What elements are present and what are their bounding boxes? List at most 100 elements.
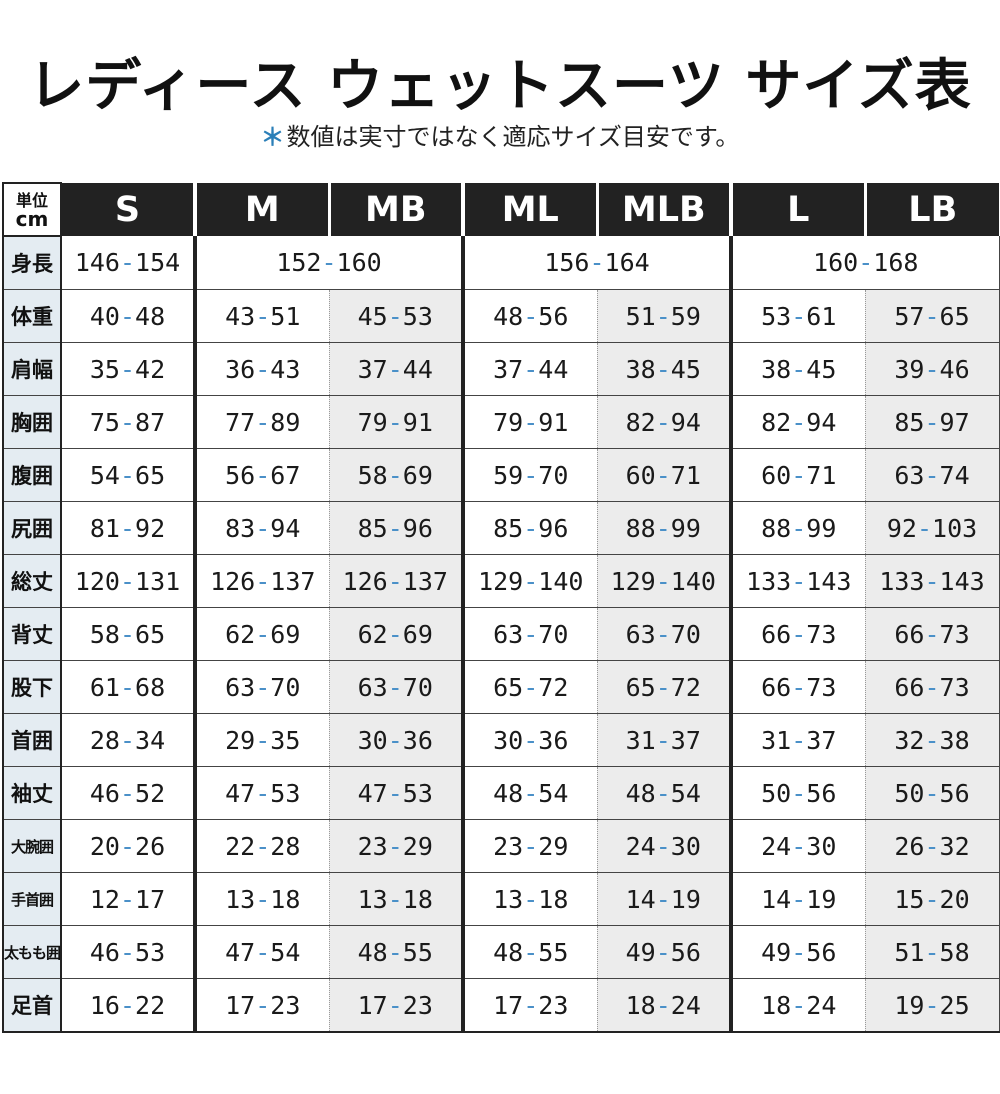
cell-lb: 39-46	[864, 342, 1000, 396]
row-label: 尻囲	[1, 501, 63, 555]
table-row: 総丈 120-131 126-137 126-137 129-140 129-140 133…	[1, 554, 1000, 608]
cell-mb: 63-70	[328, 660, 464, 714]
row-label: 総丈	[1, 554, 63, 608]
size-header-s: S	[61, 183, 196, 236]
cell-l: 82-94	[729, 395, 866, 449]
cell-s: 16-22	[61, 978, 196, 1033]
cell-s: 20-26	[61, 819, 196, 873]
cell-ml: 48-54	[461, 766, 598, 820]
cell-l: 14-19	[729, 872, 866, 926]
cell-m: 63-70	[193, 660, 330, 714]
table-row: 尻囲 81-92 83-94 85-96 85-96 88-99 88-99 92-103	[1, 501, 1000, 555]
cell-s: 58-65	[61, 607, 196, 661]
cell-s: 46-53	[61, 925, 196, 979]
cell-ml: 30-36	[461, 713, 598, 767]
table-row: 腹囲 54-65 56-67 58-69 59-70 60-71 60-71 63-74	[1, 448, 1000, 502]
cell-m: 43-51	[193, 289, 330, 343]
cell-ml: 65-72	[461, 660, 598, 714]
cell-mb: 62-69	[328, 607, 464, 661]
cell-mlb: 129-140	[596, 554, 732, 608]
cell-l: 66-73	[729, 607, 866, 661]
cell-lb: 50-56	[864, 766, 1000, 820]
cell-l: 49-56	[729, 925, 866, 979]
row-label: 股下	[1, 660, 63, 714]
cell-m: 47-53	[193, 766, 330, 820]
cell-s: 120-131	[61, 554, 196, 608]
row-label: 大腕囲	[1, 819, 63, 873]
cell-s: 54-65	[61, 448, 196, 502]
table-row: 胸囲 75-87 77-89 79-91 79-91 82-94 82-94 85-97	[1, 395, 1000, 449]
cell-mb: 47-53	[328, 766, 464, 820]
height-value-s: 146-154	[61, 236, 196, 290]
cell-lb: 15-20	[864, 872, 1000, 926]
size-note: ＊数値は実寸ではなく適応サイズ目安です。	[0, 120, 1000, 154]
cell-mb: 126-137	[328, 554, 464, 608]
cell-l: 24-30	[729, 819, 866, 873]
table-row: 手首囲 12-17 13-18 13-18 13-18 14-19 14-19 15-20	[1, 872, 1000, 926]
cell-mlb: 48-54	[596, 766, 732, 820]
cell-s: 75-87	[61, 395, 196, 449]
cell-l: 66-73	[729, 660, 866, 714]
cell-lb: 32-38	[864, 713, 1000, 767]
row-label: 太もも囲	[1, 925, 63, 979]
cell-l: 53-61	[729, 289, 866, 343]
cell-mlb: 60-71	[596, 448, 732, 502]
cell-mb: 58-69	[328, 448, 464, 502]
cell-ml: 23-29	[461, 819, 598, 873]
cell-l: 50-56	[729, 766, 866, 820]
row-label: 足首	[1, 978, 63, 1033]
cell-mlb: 51-59	[596, 289, 732, 343]
size-header-lb: LB	[863, 183, 1000, 236]
unit-label: 単位	[16, 190, 49, 210]
size-header-m: M	[193, 183, 330, 236]
size-note-text: 数値は実寸ではなく適応サイズ目安です。	[286, 123, 740, 151]
height-value-ml-mlb: 156-164	[461, 236, 732, 290]
cell-s: 40-48	[61, 289, 196, 343]
table-row: 足首 16-22 17-23 17-23 17-23 18-24 18-24 19-25	[1, 978, 1000, 1033]
row-label: 胸囲	[1, 395, 63, 449]
size-table: 単位 cm S M MB ML MLB L LB 身長 146-154 152-1…	[1, 182, 1000, 1033]
cell-m: 47-54	[193, 925, 330, 979]
cell-mlb: 49-56	[596, 925, 732, 979]
row-label-height: 身長	[1, 236, 63, 290]
cell-ml: 37-44	[461, 342, 598, 396]
table-row: 太もも囲 46-53 47-54 48-55 48-55 49-56 49-56 51-58	[1, 925, 1000, 979]
asterisk-icon: ＊	[260, 123, 285, 151]
cell-mlb: 88-99	[596, 501, 732, 555]
cell-mlb: 38-45	[596, 342, 732, 396]
cell-m: 77-89	[193, 395, 330, 449]
cell-m: 29-35	[193, 713, 330, 767]
cell-s: 61-68	[61, 660, 196, 714]
cell-lb: 26-32	[864, 819, 1000, 873]
cell-m: 62-69	[193, 607, 330, 661]
cell-lb: 66-73	[864, 607, 1000, 661]
size-header-row: 単位 cm S M MB ML MLB L LB	[1, 182, 1000, 237]
row-label: 肩幅	[1, 342, 63, 396]
row-label: 背丈	[1, 607, 63, 661]
cell-ml: 13-18	[461, 872, 598, 926]
cell-mb: 85-96	[328, 501, 464, 555]
cell-ml: 85-96	[461, 501, 598, 555]
cell-lb: 133-143	[864, 554, 1000, 608]
cell-l: 31-37	[729, 713, 866, 767]
cell-mb: 13-18	[328, 872, 464, 926]
cell-lb: 19-25	[864, 978, 1000, 1033]
cell-s: 81-92	[61, 501, 196, 555]
cell-m: 17-23	[193, 978, 330, 1033]
cell-l: 60-71	[729, 448, 866, 502]
cell-mb: 17-23	[328, 978, 464, 1033]
unit-cell: 単位 cm	[1, 182, 63, 237]
cell-mlb: 63-70	[596, 607, 732, 661]
table-row: 袖丈 46-52 47-53 47-53 48-54 48-54 50-56 50-56	[1, 766, 1000, 820]
cell-mb: 45-53	[328, 289, 464, 343]
height-value-m-mb: 152-160	[193, 236, 464, 290]
cell-lb: 57-65	[864, 289, 1000, 343]
table-row: 肩幅 35-42 36-43 37-44 37-44 38-45 38-45 39-46	[1, 342, 1000, 396]
cell-l: 88-99	[729, 501, 866, 555]
cell-l: 18-24	[729, 978, 866, 1033]
row-label: 体重	[1, 289, 63, 343]
cell-mlb: 31-37	[596, 713, 732, 767]
cell-mb: 48-55	[328, 925, 464, 979]
size-header-l: L	[729, 183, 866, 236]
row-label: 袖丈	[1, 766, 63, 820]
